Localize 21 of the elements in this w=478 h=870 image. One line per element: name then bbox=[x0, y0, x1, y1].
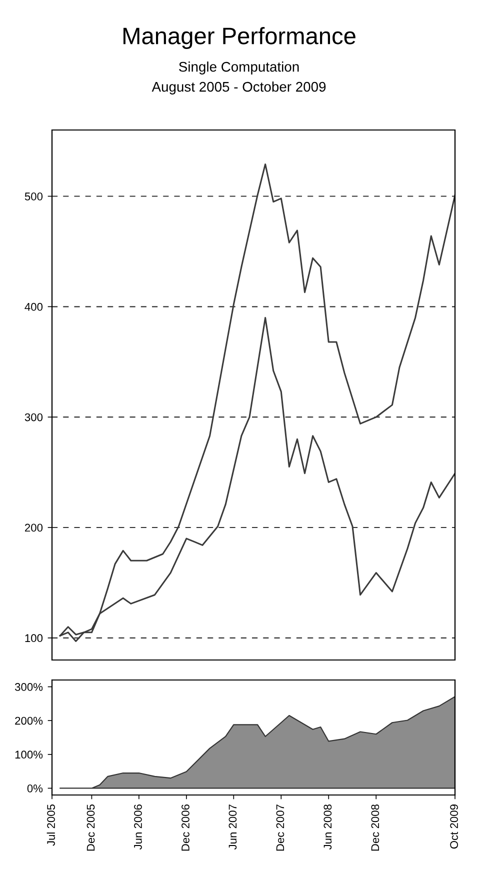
x-tick-label: Dec 2007 bbox=[276, 804, 284, 851]
chart-title: Manager Performance bbox=[123, 27, 356, 50]
x-tick-label: Jun 2008 bbox=[324, 804, 332, 850]
y-tick-label: 0% bbox=[27, 784, 43, 792]
x-tick-label: Jun 2006 bbox=[134, 804, 142, 850]
y-tick-label: 100% bbox=[15, 750, 43, 759]
x-tick-label: Dec 2006 bbox=[182, 804, 190, 851]
chart-subtitle: Single Computation bbox=[179, 62, 299, 74]
y-tick-label: 100 bbox=[25, 634, 43, 642]
y-tick-label: 300% bbox=[14, 683, 43, 691]
y-tick-label: 200% bbox=[15, 716, 43, 725]
y-tick-label: 300 bbox=[24, 413, 43, 422]
x-tick-label: Jul 2005 bbox=[46, 804, 55, 846]
x-tick-label: Dec 2005 bbox=[86, 804, 95, 851]
x-tick-label: Dec 2008 bbox=[371, 804, 380, 851]
x-tick-label: Oct 2009 bbox=[450, 804, 458, 849]
x-tick-label: Jun 2007 bbox=[228, 804, 237, 850]
y-tick-label: 200 bbox=[24, 524, 43, 532]
y-tick-label: 500 bbox=[24, 192, 43, 200]
y-tick-label: 400 bbox=[24, 302, 43, 311]
text: August 2005 - October 2009 bbox=[152, 82, 326, 94]
